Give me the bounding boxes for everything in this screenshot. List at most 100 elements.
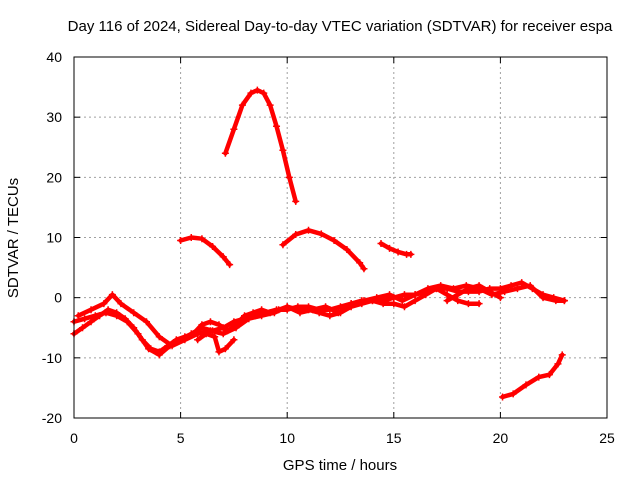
data-point [475,300,483,308]
data-point [285,173,293,181]
data-point [81,315,89,323]
data-point [449,285,457,293]
data-point [215,348,223,356]
data-point [347,300,355,308]
data-point [202,330,210,338]
y-tick-label: 30 [46,109,62,125]
data-point [168,342,176,350]
series-arc-short-8 [377,240,415,258]
data-point [230,336,238,344]
data-point [219,253,227,261]
series-arc-mid-11 [279,226,368,273]
data-point [138,336,146,344]
y-tick-label: 10 [46,230,62,246]
data-point [221,345,229,353]
data-point [411,297,419,305]
data-point [279,241,287,249]
data-point [422,291,430,299]
data-point [360,265,368,273]
data-point [198,235,206,243]
y-tick-label: 20 [46,169,62,185]
data-point [464,300,472,308]
data-point [279,146,287,154]
data-point [155,348,163,356]
data-point [558,351,566,359]
data-point [400,303,408,311]
data-point [437,282,445,290]
data-point [501,288,509,296]
y-tick-label: -10 [42,350,62,366]
data-point [187,234,195,241]
series-line [223,87,298,204]
y-tick-labels: -20 -10 0 10 20 30 40 [42,49,62,426]
x-tick-label: 0 [70,430,78,446]
data-point [121,315,129,323]
data-point [386,291,394,299]
data-point [113,309,121,317]
data-point [334,309,342,317]
data-point [390,300,398,308]
data-point [226,261,234,269]
data-point [454,297,462,305]
data-point [309,306,317,314]
data-point [513,285,521,293]
ticks [73,56,608,419]
data-point [522,381,530,389]
data-point [283,303,291,311]
data-point [496,294,504,302]
series-band-upper-segment [443,282,504,305]
data-point [266,101,274,109]
data-point [238,101,246,109]
data-point [100,300,108,308]
data-point [296,309,304,317]
data-point [454,291,462,299]
data-point [424,285,432,293]
data-point [219,330,227,338]
data-point [232,324,240,332]
data-point [554,360,562,368]
data-point [373,294,381,302]
grid [74,57,607,418]
data-point [273,122,281,130]
y-tick-label: 0 [54,290,62,306]
data-point [142,318,150,326]
data-point [209,243,217,251]
data-point [247,89,255,97]
data-point [518,279,526,287]
data-point [400,291,408,299]
data-point [377,240,385,248]
data-point [130,309,138,317]
data-point [386,244,394,252]
y-tick-label: -20 [42,410,62,426]
series-line [444,283,503,303]
data-point [356,259,364,267]
x-tick-label: 20 [493,430,509,446]
data-point [509,390,517,398]
data-point [343,246,351,254]
data-point [379,300,387,308]
series-band-low-segment [194,330,238,356]
data-point [475,282,483,290]
series-line [500,352,565,400]
x-tick-label: 25 [599,430,615,446]
data-point [443,291,451,299]
data-point [87,306,95,314]
data-point [194,336,202,344]
series-arc-high-peak [221,86,300,205]
y-axis-label: SDTVAR / TECUs [5,178,22,298]
data-point [270,309,278,317]
data-point [539,294,547,302]
data-point [535,373,543,381]
data-point [260,89,268,97]
series-band-main-b [70,285,483,356]
data-point [545,371,553,379]
series-line [195,331,237,355]
data-point [330,237,338,245]
data-point [499,393,507,401]
data-point [560,297,568,305]
data-point [96,312,104,320]
data-point [464,285,472,293]
data-point [322,303,330,311]
data-point [292,230,300,238]
data-point [241,312,249,320]
